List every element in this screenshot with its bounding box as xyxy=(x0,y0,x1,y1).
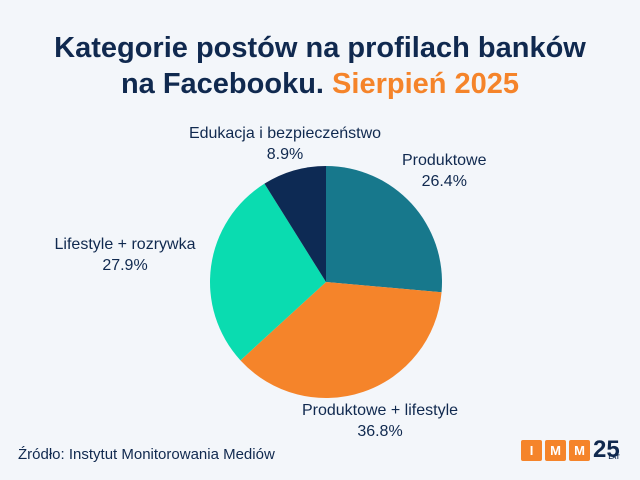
imm-logo: I M M 25 LAT xyxy=(521,436,620,463)
logo-letter: M xyxy=(569,440,590,461)
logo-letter: I xyxy=(521,440,542,461)
source-note: Źródło: Instytut Monitorowania Mediów xyxy=(18,446,275,463)
title-highlight: Sierpień 2025 xyxy=(332,68,520,100)
title-line1: Kategorie postów na profilach banków na … xyxy=(54,32,586,100)
chart-title: Kategorie postów na profilach banków na … xyxy=(40,30,600,102)
pie-slice-2 xyxy=(210,183,326,361)
pie-slice-0 xyxy=(326,166,442,293)
pie-slice-3 xyxy=(264,166,326,282)
label-produktowe-lifestyle: Produktowe + lifestyle 36.8% xyxy=(301,402,459,440)
logo-25: 25 LAT xyxy=(593,436,620,463)
logo-letter: M xyxy=(545,440,566,461)
label-edukacja: Edukacja i bezpieczeństwo 8.9% xyxy=(188,125,382,163)
pie-slice-1 xyxy=(240,282,442,398)
label-produktowe: Produktowe 26.4% xyxy=(402,152,487,190)
label-lifestyle: Lifestyle + rozrywka 27.9% xyxy=(54,236,196,274)
